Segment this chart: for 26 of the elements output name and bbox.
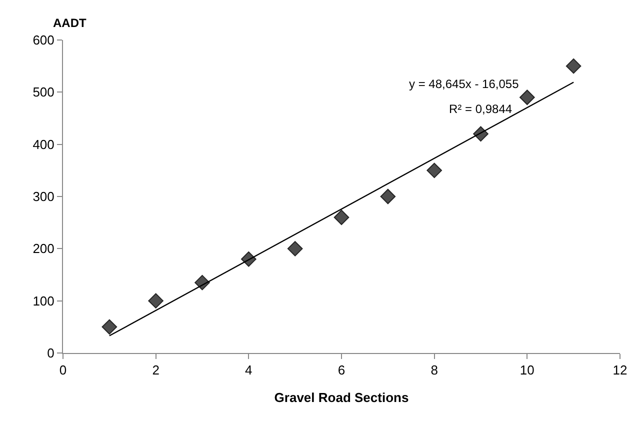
point [148, 293, 164, 308]
point [380, 188, 396, 204]
x-axis-title: Gravel Road Sections [274, 390, 409, 405]
x-tick-label: 8 [430, 362, 438, 378]
x-tick-label: 12 [612, 362, 628, 378]
y-tick-label: 0 [47, 346, 54, 361]
y-tick-label: 600 [32, 32, 54, 48]
x-tick-label: 4 [245, 362, 252, 378]
point [426, 162, 442, 178]
y-tick-label: 400 [32, 136, 54, 152]
y-axis-title: AADT [53, 16, 87, 30]
x-tick-label: 2 [152, 362, 160, 378]
point [287, 241, 303, 256]
point [334, 210, 350, 226]
point [102, 319, 118, 335]
y-tick-label: 100 [32, 293, 54, 308]
x-tick-label: 10 [520, 362, 534, 378]
y-tick-label: 200 [32, 241, 54, 256]
y-tick-label: 300 [32, 189, 54, 204]
x-tick-label: 6 [338, 362, 346, 378]
annotation: R² = 0,9844 [449, 102, 512, 116]
y-tick-label: 500 [32, 84, 54, 100]
point [566, 58, 582, 74]
point [520, 90, 535, 106]
annotation: y = 48,645x - 16,055 [409, 77, 520, 91]
x-tick-label: 0 [59, 362, 67, 378]
